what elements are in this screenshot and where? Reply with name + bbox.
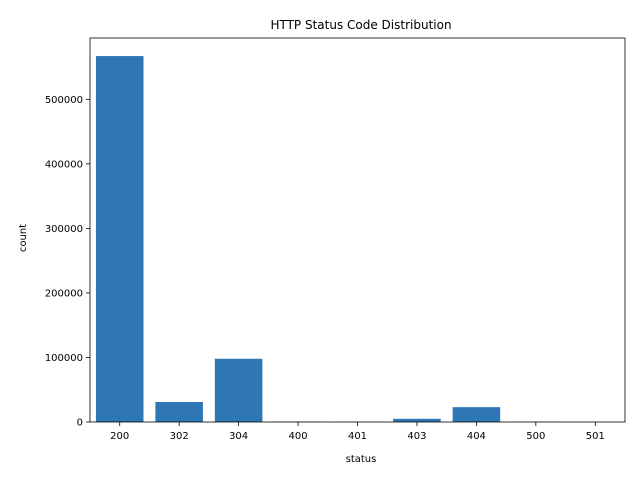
- plot-frame: [89, 37, 626, 423]
- x-tick-label-302: 302: [170, 431, 189, 442]
- chart-title: HTTP Status Code Distribution: [270, 18, 451, 32]
- bar-403: [393, 418, 441, 422]
- x-tick-label-400: 400: [289, 431, 308, 442]
- bar-404: [452, 407, 501, 422]
- y-tick-label-0: 0: [77, 418, 83, 429]
- bars-group: [95, 56, 620, 422]
- y-tick-label-100000: 100000: [45, 353, 83, 364]
- x-axis-ticks: 200 302 304 400 401 403 404 500 501: [110, 422, 605, 442]
- x-tick-label-500: 500: [526, 431, 545, 442]
- x-tick-label-501: 501: [586, 431, 605, 442]
- bar-200: [95, 56, 144, 422]
- y-tick-label-400000: 400000: [45, 159, 83, 170]
- y-tick-label-300000: 300000: [45, 224, 83, 235]
- y-tick-label-500000: 500000: [45, 95, 83, 106]
- bar-302: [155, 401, 203, 422]
- y-tick-label-200000: 200000: [45, 288, 83, 299]
- y-axis-ticks: 0 100000 200000 300000 400000 500000: [45, 95, 90, 429]
- x-axis-label: status: [346, 454, 377, 465]
- x-tick-label-200: 200: [110, 431, 129, 442]
- bar-304: [214, 358, 263, 422]
- x-tick-label-404: 404: [467, 431, 486, 442]
- x-tick-label-403: 403: [407, 431, 426, 442]
- x-tick-label-401: 401: [348, 431, 367, 442]
- y-axis-label: count: [18, 224, 29, 252]
- x-tick-label-304: 304: [229, 431, 248, 442]
